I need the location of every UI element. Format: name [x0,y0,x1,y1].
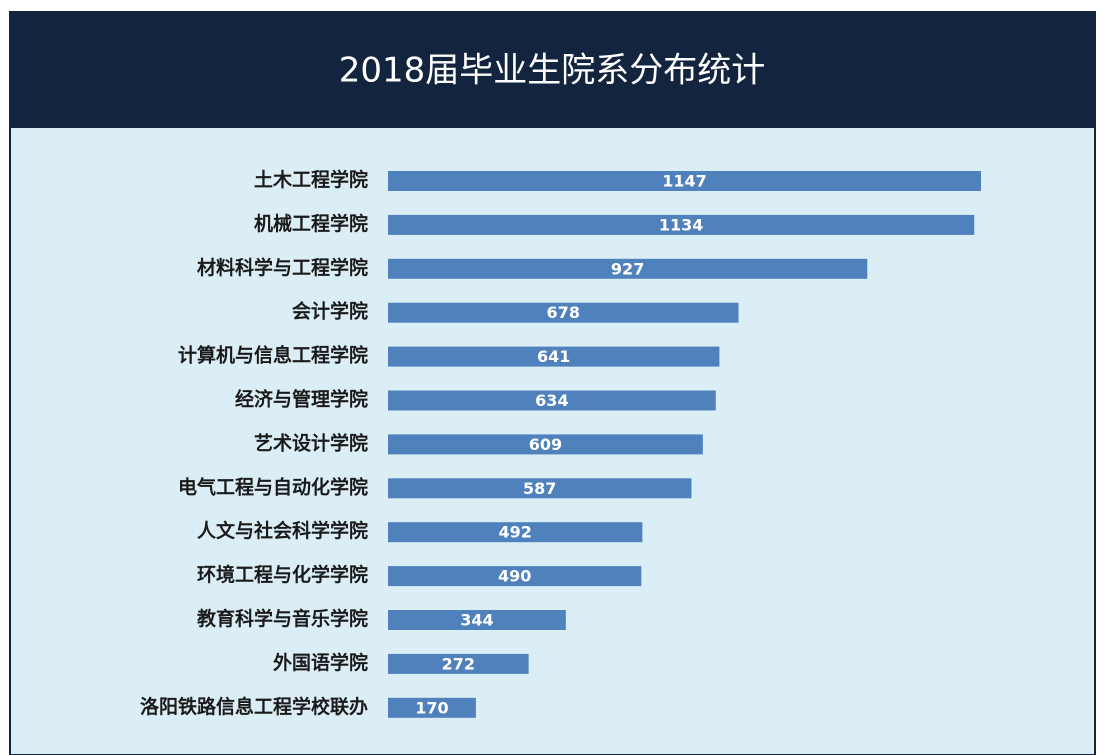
category-label: 计算机与信息工程学院 [178,344,368,367]
value-label: 641 [537,347,570,366]
value-label: 634 [535,391,568,410]
chart-frame [9,11,1096,755]
category-label: 材料科学与工程学院 [197,256,368,279]
value-label: 927 [611,259,644,278]
value-label: 609 [529,435,562,454]
bar [388,478,692,499]
bar [388,434,703,455]
value-label: 1134 [659,215,704,234]
bar [388,346,720,367]
value-label: 170 [415,698,448,717]
bar [388,522,643,543]
value-label: 492 [498,523,531,542]
value-label: 344 [460,611,493,630]
value-label: 587 [523,479,556,498]
bar [388,302,739,323]
category-label: 艺术设计学院 [254,431,368,454]
bar [388,697,476,718]
bar [388,214,975,235]
header-band [10,12,1095,128]
category-label: 洛阳铁路信息工程学校联办 [140,695,368,718]
category-label: 会计学院 [292,300,368,323]
category-label: 经济与管理学院 [235,388,368,411]
value-label: 678 [547,303,580,322]
category-label: 人文与社会科学学院 [197,519,368,542]
bar [388,390,716,411]
value-label: 490 [498,567,531,586]
value-label: 272 [442,654,475,673]
category-label: 外国语学院 [273,651,368,674]
category-label: 教育科学与音乐学院 [197,607,368,630]
bar [388,171,981,191]
chart-title: 2018届毕业生院系分布统计 [339,51,766,91]
category-label: 土木工程学院 [254,168,368,191]
category-label: 环境工程与化学学院 [197,563,368,586]
bar [388,566,642,587]
value-label: 1147 [662,172,707,191]
bar [388,610,566,630]
category-label: 机械工程学院 [254,212,368,235]
bar [388,653,529,674]
category-label: 电气工程与自动化学院 [178,475,368,498]
bar [388,258,868,279]
